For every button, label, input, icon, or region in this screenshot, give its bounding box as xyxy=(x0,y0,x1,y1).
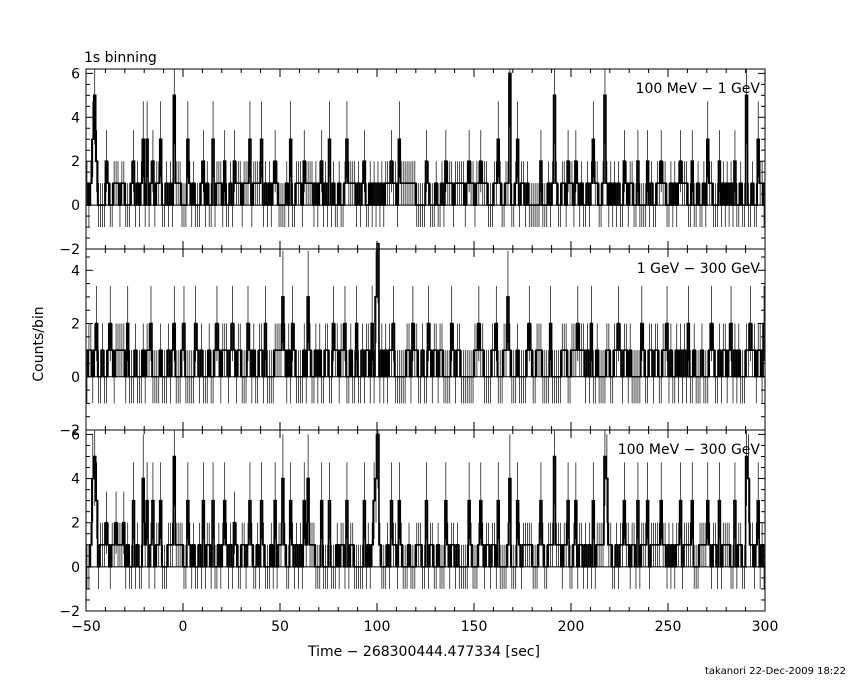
footer-credit: takanori 22-Dec-2009 18:22 xyxy=(705,666,846,677)
y-tick-label: 4 xyxy=(71,263,80,279)
x-tick-label: 200 xyxy=(558,619,585,635)
y-tick-label: 4 xyxy=(71,472,80,488)
x-axis-label: Time − 268300444.477334 [sec] xyxy=(307,644,540,660)
light-curve-line xyxy=(86,433,765,568)
panel-1: −2 0 2 4 6 100 MeV − 1 GeV xyxy=(59,66,766,258)
x-tick-label: 50 xyxy=(271,619,289,635)
y-tick-label: −2 xyxy=(59,242,80,258)
panels-group: −2 0 2 4 6 100 MeV − 1 GeV −2 0 2 4 1 GeV − 300 Ge… xyxy=(59,66,778,635)
x-tick-label: 100 xyxy=(364,619,391,635)
binning-label: 1s binning xyxy=(84,50,157,66)
y-tick-label: −2 xyxy=(59,604,80,620)
x-tick-label: 300 xyxy=(752,619,779,635)
y-tick-label: 2 xyxy=(71,154,80,170)
x-tick-label: −50 xyxy=(71,619,101,635)
y-tick-label: −2 xyxy=(59,423,80,439)
x-tick-label: 150 xyxy=(461,619,488,635)
y-tick-label: 2 xyxy=(71,516,80,532)
panel-3: −2 0 2 4 6 −50 0 50 100 150 200 250 300 100 MeV − 300… xyxy=(59,427,778,635)
y-axis-label: Counts/bin xyxy=(31,306,47,381)
y-tick-label: 6 xyxy=(71,427,80,443)
energy-band-label: 100 MeV − 1 GeV xyxy=(636,81,761,97)
energy-band-label: 100 MeV − 300 GeV xyxy=(618,442,761,458)
x-tick-label: 0 xyxy=(179,619,188,635)
energy-band-label: 1 GeV − 300 GeV xyxy=(637,261,761,277)
y-tick-label: 0 xyxy=(71,560,80,576)
panel-frame xyxy=(85,429,766,612)
y-tick-label: 0 xyxy=(71,198,80,214)
y-tick-label: 2 xyxy=(71,317,80,333)
y-tick-label: 4 xyxy=(71,110,80,126)
y-tick-label: 0 xyxy=(71,370,80,386)
y-tick-label: 6 xyxy=(71,66,80,82)
x-tick-label: 250 xyxy=(655,619,682,635)
